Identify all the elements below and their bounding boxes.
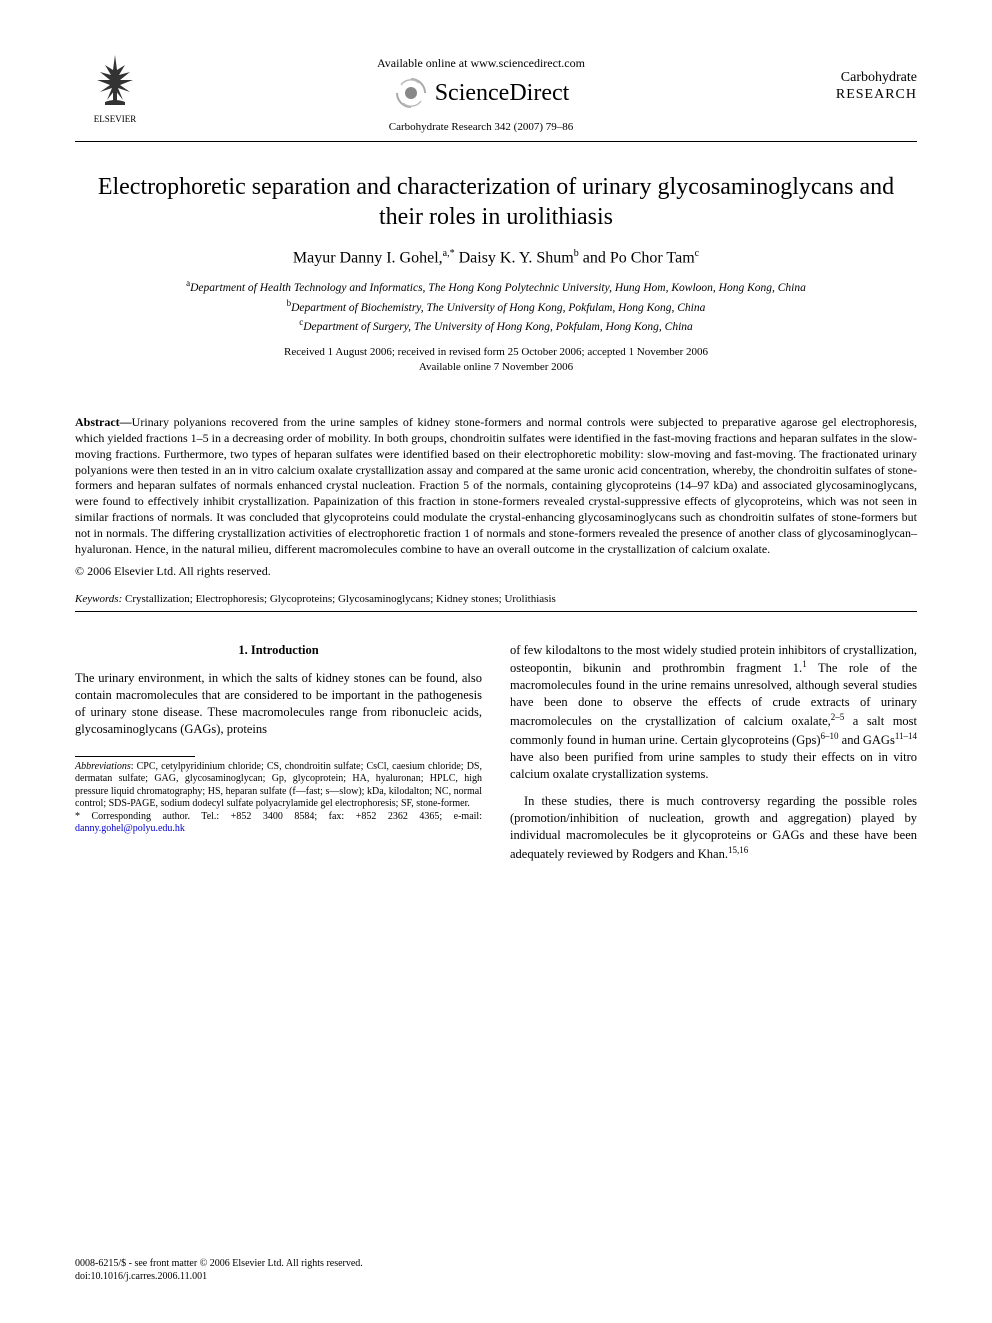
issn-line: 0008-6215/$ - see front matter © 2006 El… (75, 1257, 363, 1270)
article-title: Electrophoretic separation and character… (75, 172, 917, 232)
available-online-text: Available online at www.sciencedirect.co… (155, 56, 807, 71)
footnotes: Abbreviations: CPC, cetylpyridinium chlo… (75, 761, 482, 836)
sciencedirect-swirl-icon (393, 75, 429, 111)
elsevier-name: ELSEVIER (75, 114, 155, 124)
footnote-rule (75, 756, 195, 757)
keywords-lead: Keywords: (75, 593, 125, 605)
online-date: Available online 7 November 2006 (75, 360, 917, 375)
corr-text: Corresponding author. Tel.: +852 3400 85… (80, 811, 482, 822)
sciencedirect-text: ScienceDirect (435, 80, 570, 107)
article-dates: Received 1 August 2006; received in revi… (75, 345, 917, 375)
affiliation-a: aDepartment of Health Technology and Inf… (75, 277, 917, 296)
author-1-sup: a,* (443, 248, 455, 259)
abstract: Abstract—Urinary polyanions recovered fr… (75, 415, 917, 557)
header-rule (75, 141, 917, 142)
section-1-heading: 1. Introduction (75, 642, 482, 659)
affiliations: aDepartment of Health Technology and Inf… (75, 277, 917, 335)
center-header: Available online at www.sciencedirect.co… (155, 50, 807, 133)
elsevier-tree-icon (85, 50, 145, 110)
keywords: Keywords: Crystallization; Electrophores… (75, 593, 917, 605)
journal-logo: Carbohydrate RESEARCH (807, 50, 917, 104)
affiliation-c: cDepartment of Surgery, The University o… (75, 316, 917, 335)
keywords-rule (75, 611, 917, 612)
corresponding-author: * Corresponding author. Tel.: +852 3400 … (75, 811, 482, 836)
author-3: and Po Chor Tam (583, 249, 695, 266)
author-3-sup: c (695, 248, 699, 259)
journal-name-line1: Carbohydrate (807, 70, 917, 87)
keywords-list: Crystallization; Electrophoresis; Glycop… (125, 593, 556, 605)
abstract-lead: Abstract— (75, 415, 132, 429)
intro-para-1: The urinary environment, in which the sa… (75, 670, 482, 738)
left-column: 1. Introduction The urinary environment,… (75, 642, 482, 873)
received-date: Received 1 August 2006; received in revi… (75, 345, 917, 360)
author-1: Mayur Danny I. Gohel, (293, 249, 443, 266)
doi-line: doi:10.1016/j.carres.2006.11.001 (75, 1270, 363, 1283)
elsevier-logo: ELSEVIER (75, 50, 155, 124)
right-column: of few kilodaltons to the most widely st… (510, 642, 917, 873)
intro-para-3: In these studies, there is much controve… (510, 793, 917, 863)
journal-name-line2: RESEARCH (807, 87, 917, 104)
abbrev-body: : CPC, cetylpyridinium chloride; CS, cho… (75, 761, 482, 810)
sciencedirect-logo: ScienceDirect (155, 75, 807, 111)
bottom-meta: 0008-6215/$ - see front matter © 2006 El… (75, 1257, 363, 1283)
body-columns: 1. Introduction The urinary environment,… (75, 642, 917, 873)
page-header: ELSEVIER Available online at www.science… (75, 50, 917, 133)
intro-para-2: of few kilodaltons to the most widely st… (510, 642, 917, 783)
abbrev-lead: Abbreviations (75, 761, 131, 772)
copyright: © 2006 Elsevier Ltd. All rights reserved… (75, 564, 917, 579)
corr-email-link[interactable]: danny.gohel@polyu.edu.hk (75, 823, 185, 834)
journal-reference: Carbohydrate Research 342 (2007) 79–86 (155, 121, 807, 133)
author-2-sup: b (574, 248, 579, 259)
authors: Mayur Danny I. Gohel,a,* Daisy K. Y. Shu… (75, 248, 917, 267)
affiliation-b: bDepartment of Biochemistry, The Univers… (75, 297, 917, 316)
author-2: Daisy K. Y. Shum (459, 249, 574, 266)
abstract-body: Urinary polyanions recovered from the ur… (75, 415, 917, 556)
abbreviations: Abbreviations: CPC, cetylpyridinium chlo… (75, 761, 482, 811)
